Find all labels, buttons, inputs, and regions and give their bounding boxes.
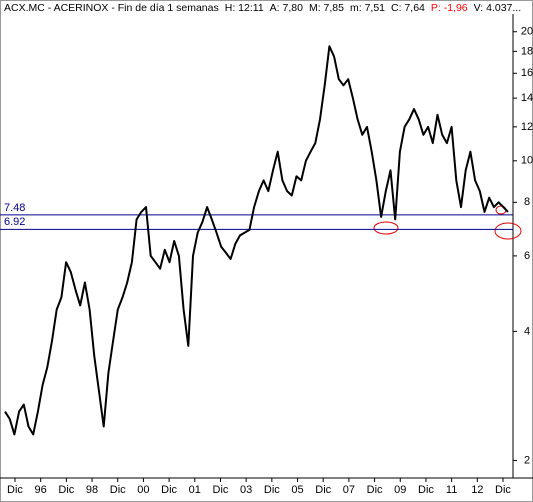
header: ACX.MC - ACERINOX - Fin de día 1 semanas… [4,2,521,14]
y-tick-label: 18 [521,45,533,57]
y-tick-label: 16 [521,67,533,79]
price-line [4,45,509,436]
x-tick-label: 12 [471,484,483,496]
x-tick-label: 00 [137,484,149,496]
header-item: A: 7,80 [270,2,303,14]
x-tick-label: Dic [161,484,177,496]
x-tick-label: 96 [35,484,47,496]
header-item: m: 7,51 [350,2,385,14]
x-tick-label: 05 [291,484,303,496]
y-tick-label: 8 [524,196,530,208]
header-item: C: 7,64 [391,2,425,14]
x-tick-label: Dic [367,484,383,496]
header-item: P: -1,96 [431,2,468,14]
x-tick-label: 11 [446,484,457,496]
x-tick-label: Dic [315,484,331,496]
x-tick-label: Dic [264,484,280,496]
header-item: M: 7,85 [309,2,344,14]
x-tick-label: Dic [110,484,126,496]
y-tick-label: 20 [521,26,533,38]
y-tick-label: 6 [524,250,530,262]
x-tick-label: Dic [7,484,23,496]
level-label: 7.48 [4,202,25,214]
level-label: 6.92 [4,216,25,228]
x-tick-label: Dic [418,484,434,496]
y-tick-label: 10 [521,155,533,167]
x-tick-label: 03 [240,484,252,496]
annotation-circle [494,222,522,240]
header-item: ACX.MC - ACERINOX - Fin de día 1 semanas [4,2,219,14]
x-tick-label: 09 [394,484,406,496]
header-item: H: 12:11 [225,2,264,14]
x-tick-label: 98 [86,484,98,496]
x-tick-label: Dic [213,484,229,496]
y-tick-label: 4 [524,325,530,337]
annotation-circle [373,221,399,235]
x-tick-label: Dic [495,484,511,496]
y-tick-label: 12 [521,121,533,133]
x-tick-label: 01 [189,484,201,496]
x-tick-label: 07 [343,484,355,496]
x-tick-label: Dic [58,484,74,496]
y-tick-label: 2 [524,454,530,466]
header-item: V: 4.037... [474,2,521,14]
y-tick-label: 14 [521,92,533,104]
